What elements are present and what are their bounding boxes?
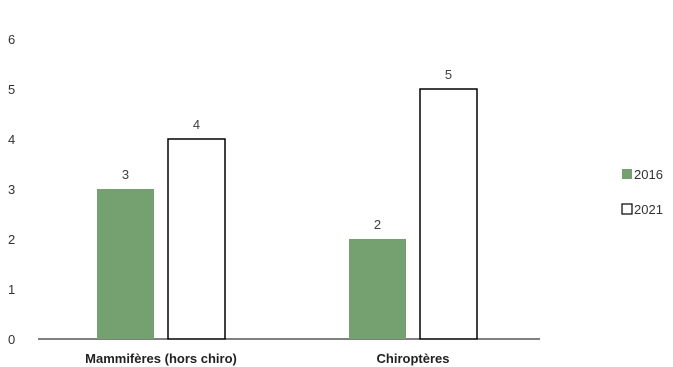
legend-swatch-2021 <box>621 203 633 215</box>
data-labels-group: 3 4 2 5 <box>122 67 452 232</box>
category-label: Chiroptères <box>377 351 450 366</box>
bar-2021-1 <box>419 88 478 340</box>
legend-label: 2016 <box>634 167 663 182</box>
y-tick-label: 6 <box>8 32 15 47</box>
bars-group <box>97 88 478 340</box>
category-label: Mammifères (hors chiro) <box>85 351 237 366</box>
bar-2016-1 <box>349 239 406 339</box>
category-labels-group: Mammifères (hors chiro) Chiroptères <box>85 351 449 366</box>
y-tick-label: 2 <box>8 232 15 247</box>
data-label: 3 <box>122 167 129 182</box>
data-label: 2 <box>374 217 381 232</box>
bar-2021-0 <box>167 138 226 340</box>
y-tick-label: 4 <box>8 132 15 147</box>
legend-swatch-2016 <box>622 169 632 179</box>
y-axis-ticks: 0 1 2 3 4 5 6 <box>8 32 15 347</box>
legend: 2016 2021 <box>621 167 663 217</box>
y-tick-label: 3 <box>8 182 15 197</box>
data-label: 5 <box>445 67 452 82</box>
y-tick-label: 5 <box>8 82 15 97</box>
y-tick-label: 1 <box>8 282 15 297</box>
legend-label: 2021 <box>634 202 663 217</box>
data-label: 4 <box>193 117 200 132</box>
y-tick-label: 0 <box>8 332 15 347</box>
bar-2016-0 <box>97 189 154 339</box>
